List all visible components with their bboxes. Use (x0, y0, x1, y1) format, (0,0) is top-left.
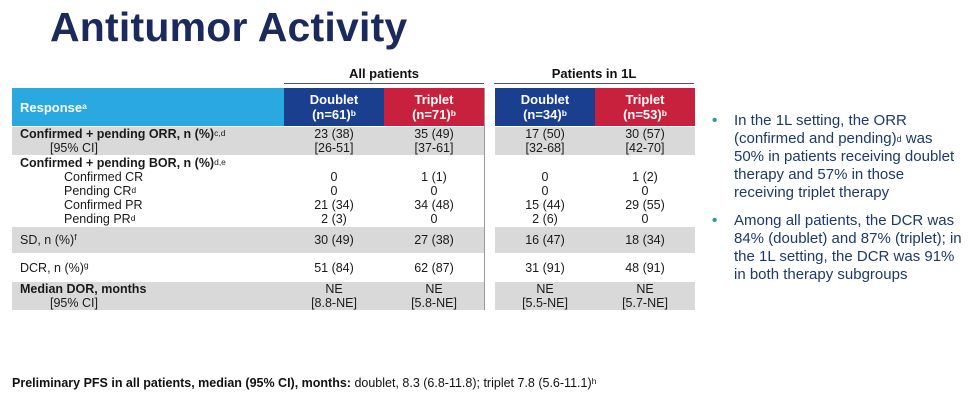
table-row-dor: Median DOR, months [95% CI] NE [8.8-NE] N… (12, 281, 695, 310)
response-table: Responsea Doublet (n=61)b Triplet (n=71)b … (12, 88, 695, 310)
bullet-item: • Among all patients, the DCR was 84% (d… (712, 212, 962, 283)
table-header-row: Responsea Doublet (n=61)b Triplet (n=71)b … (12, 88, 695, 127)
table-row-dcr: DCR, n (%)g 51 (84) 62 (87) 31 (91) 48 (… (12, 253, 695, 282)
table-row-sd: SD, n (%)f 30 (49) 27 (38) 16 (47) 18 (3… (12, 226, 695, 254)
bullet-dot-icon: • (712, 212, 718, 229)
header-triplet-1l: Triplet (n=53)b (595, 88, 695, 127)
group-header-all: All patients (348, 66, 420, 81)
footer-note: Preliminary PFS in all patients, median … (12, 376, 597, 390)
key-findings: • In the 1L setting, the ORR (confirmed … (708, 112, 963, 294)
group-underline-all (284, 83, 484, 84)
header-response: Responsea (12, 88, 284, 127)
table-row-bor: Confirmed + pending BOR, n (%)d,e Confir… (12, 155, 695, 227)
group-header-1l: Patients in 1L (551, 66, 637, 81)
bullet-dot-icon: • (712, 112, 718, 129)
header-triplet-all: Triplet (n=71)b (384, 88, 485, 127)
page-title: Antitumor Activity (50, 4, 408, 50)
header-doublet-1l: Doublet (n=34)b (495, 88, 595, 127)
header-doublet-all: Doublet (n=61)b (284, 88, 384, 127)
bullet-item: • In the 1L setting, the ORR (confirmed … (712, 112, 955, 201)
group-underline-1l (494, 83, 694, 84)
table-row-orr: Confirmed + pending ORR, n (%)c,d [95% C… (12, 126, 695, 156)
